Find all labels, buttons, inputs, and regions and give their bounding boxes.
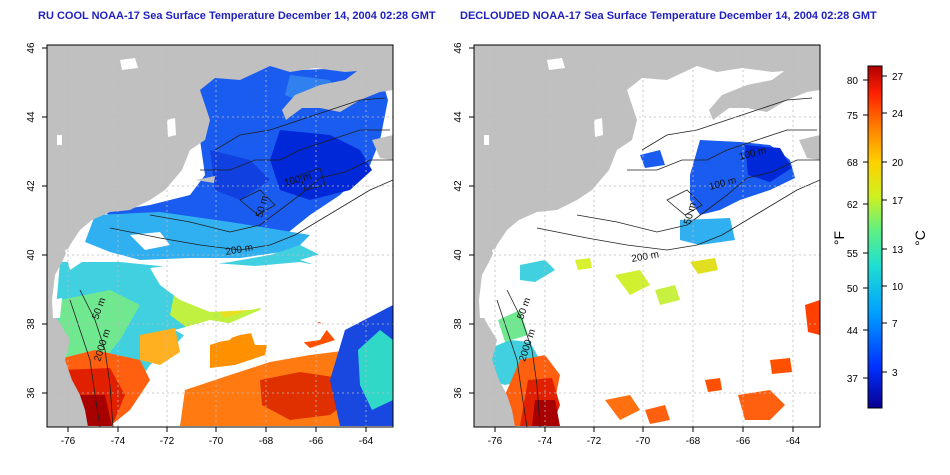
lat-tick-label: 38 [26,318,37,330]
lon-tick-label: -66 [736,436,751,447]
colorbar-c-tick: 7 [892,319,898,330]
bathymetry-contours [496,97,820,427]
lon-tick-label: -70 [636,436,651,447]
colorbar-f-tick: 80 [847,76,859,87]
lon-tick-label: -68 [686,436,701,447]
lon-tick-label: -72 [587,436,602,447]
right-map-panel: 100 m 100 m 50 m 200 m 50 m 2000 m -76 -… [453,42,821,447]
contour-label: 200 m [225,242,254,258]
lat-tick-label: 36 [26,387,37,399]
left-map-panel: 100 m 50 m 200 m 50 m 2000 m -76 -74 -72… [26,42,394,447]
colorbar-f-tick: 68 [847,158,859,169]
lakes [52,58,176,318]
colorbar-c-tick: 27 [892,72,904,83]
left-panel-title: RU COOL NOAA-17 Sea Surface Temperature … [38,10,436,22]
lat-tick-label: 40 [26,249,37,261]
lat-tick-label: 38 [453,318,464,330]
lat-tick-label: 44 [453,111,464,123]
map-gridlines [474,45,820,427]
colorbar-c-tick: 10 [892,282,904,293]
lon-tick-label: -64 [786,436,801,447]
lat-tick-label: 42 [453,180,464,192]
lon-tick-label: -76 [488,436,503,447]
colorbar-c-tick: 3 [892,368,898,379]
lon-tick-label: -64 [359,436,374,447]
map-frame [473,44,821,428]
lat-tick-label: 42 [26,180,37,192]
lakes [479,58,603,318]
lat-tick-label: 44 [26,111,37,123]
lon-tick-label: -66 [309,436,324,447]
colorbar-f-tick: 50 [847,284,859,295]
sst-swath [486,140,820,426]
colorbar-f-tick: 75 [847,111,859,122]
colorbar-f-tick: 44 [847,326,859,337]
bathymetry-contours [69,97,393,427]
temperature-colorbar: 80 75 68 62 55 50 44 37 27 24 20 17 13 1… [831,65,928,409]
lon-tick-label: -76 [61,436,76,447]
colorbar-c-tick: 17 [892,196,904,207]
land-mass [47,45,393,427]
colorbar-f-tick: 55 [847,249,859,260]
colorbar-c-tick: 20 [892,158,904,169]
colorbar-f-tick: 62 [847,200,859,211]
lon-tick-label: -68 [259,436,274,447]
land-mass [474,45,820,427]
colorbar-c-tick: 13 [892,245,904,256]
lon-tick-label: -74 [538,436,553,447]
colorbar-celsius-label: °C [912,230,928,246]
map-frame [46,44,394,428]
right-panel-title: DECLOUDED NOAA-17 Sea Surface Temperatur… [460,10,877,22]
cloud-gaps [130,232,360,345]
lat-tick-label: 46 [26,42,37,54]
colorbar-gradient [867,65,883,409]
contour-label: 200 m [631,249,660,265]
lat-tick-label: 36 [453,387,464,399]
lon-tick-label: -74 [111,436,126,447]
lat-tick-label: 46 [453,42,464,54]
colorbar-c-tick: 24 [892,109,904,120]
colorbar-fahrenheit-label: °F [831,231,847,245]
colorbar-f-tick: 37 [847,374,859,385]
lon-tick-label: -70 [209,436,224,447]
lat-tick-label: 40 [453,249,464,261]
map-gridlines [47,45,393,427]
lon-tick-label: -72 [160,436,175,447]
